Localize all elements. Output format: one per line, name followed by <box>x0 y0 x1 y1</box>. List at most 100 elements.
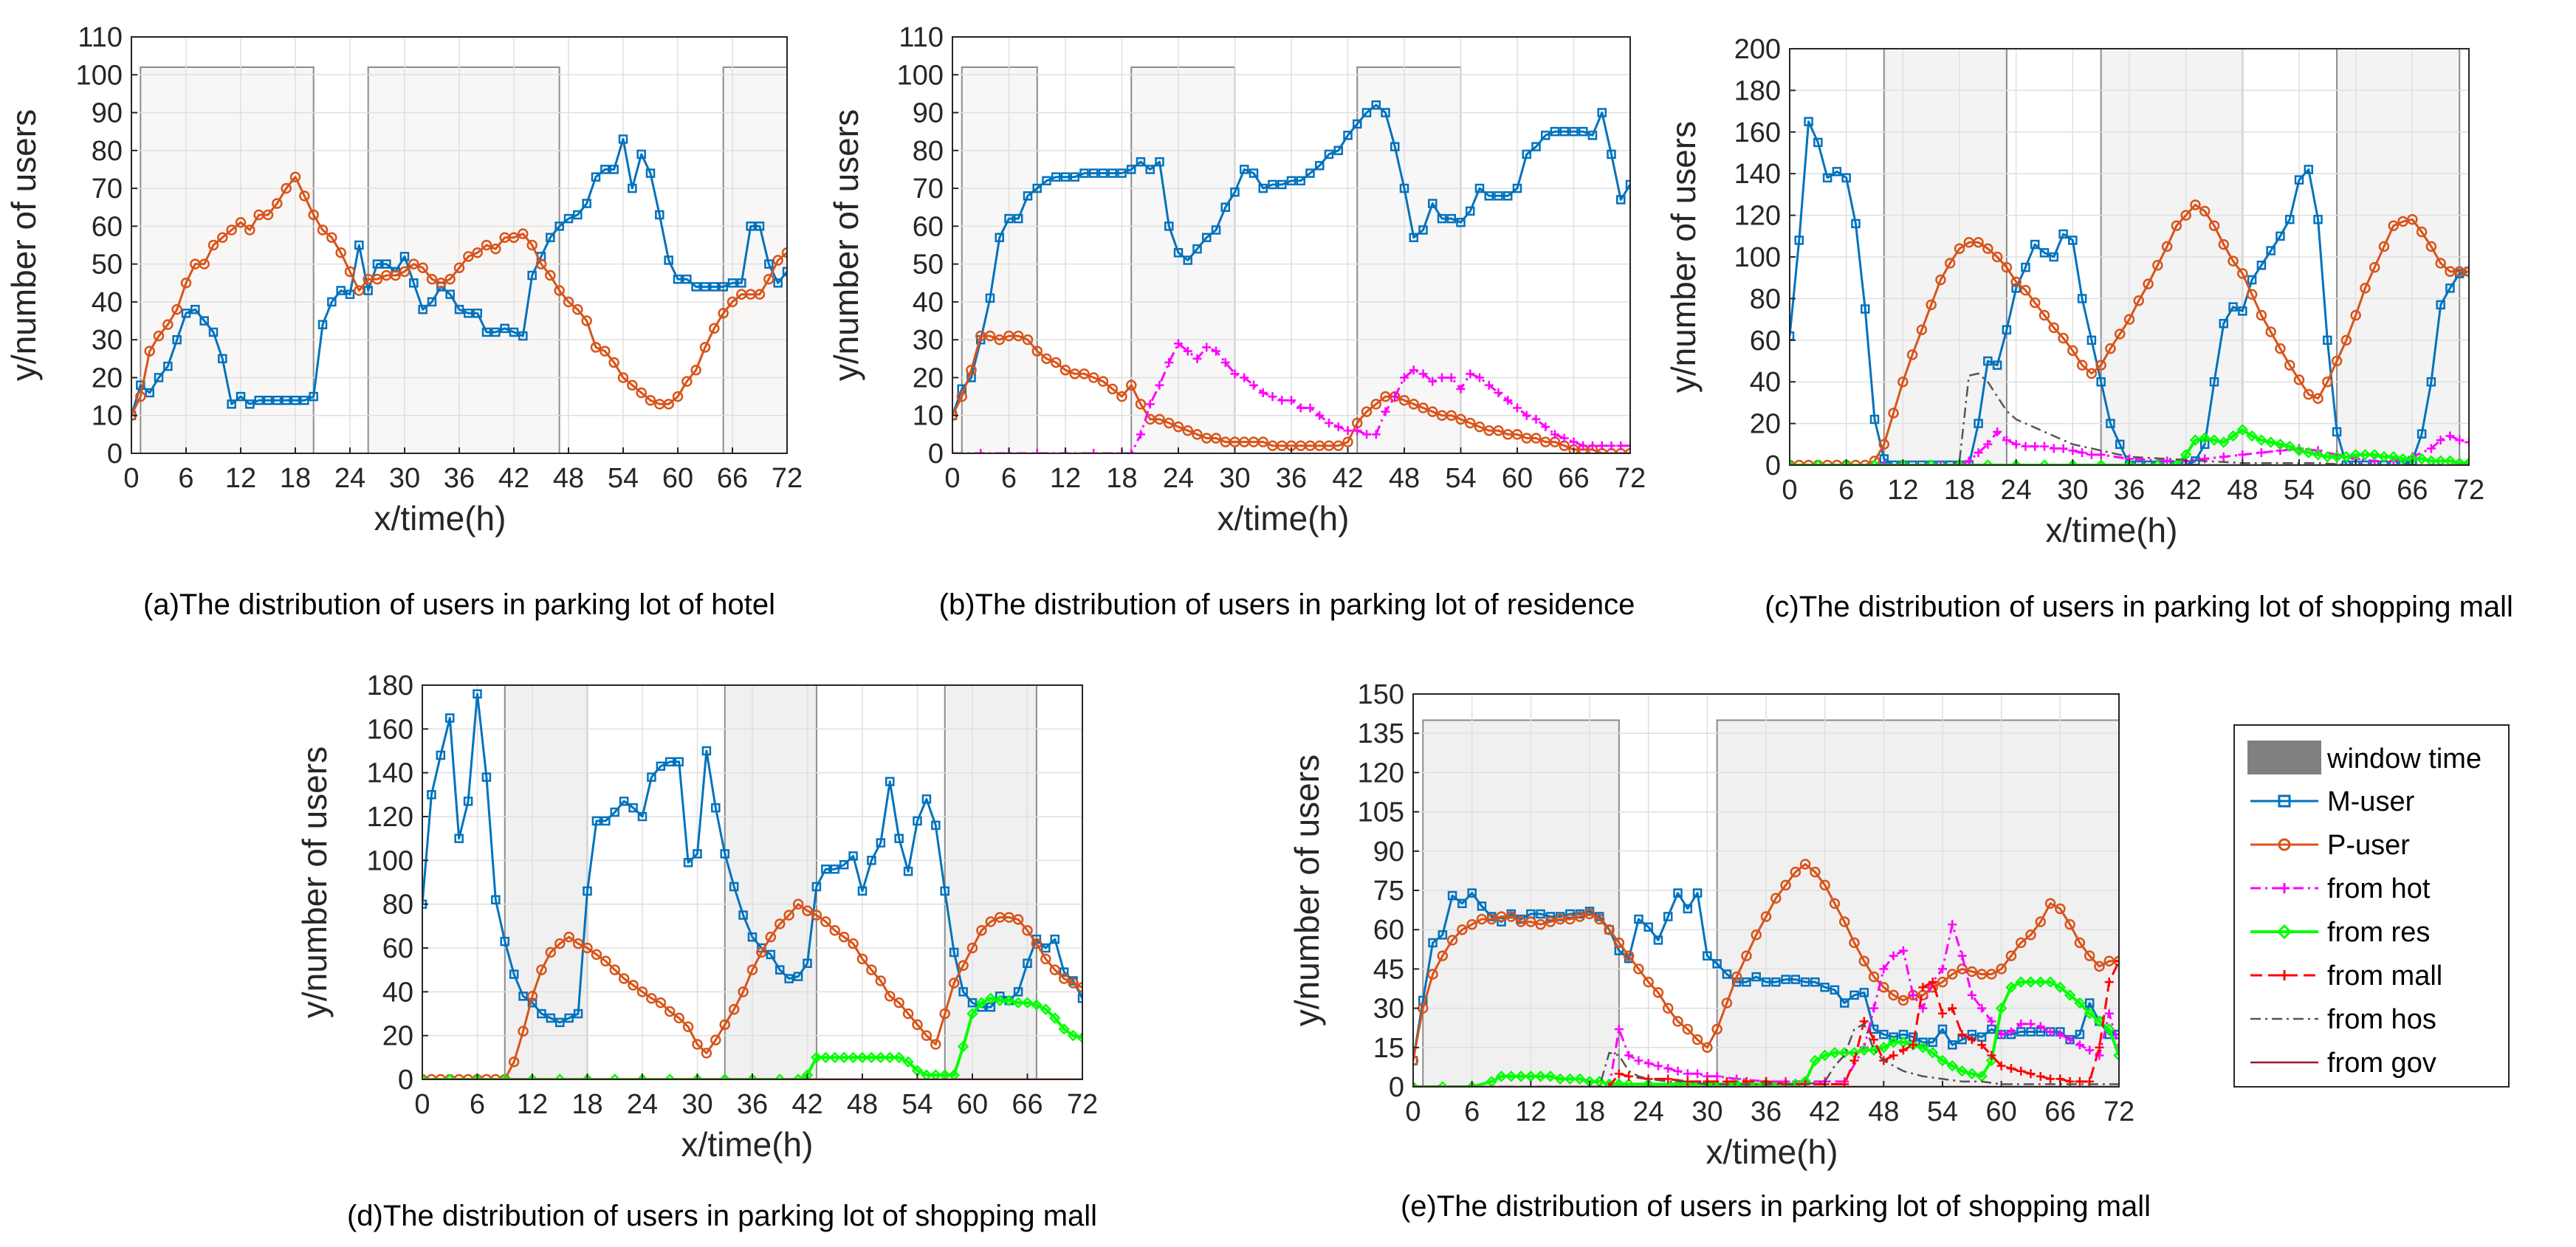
point-p-user-a-72 <box>781 247 787 258</box>
point-p-user-d-50 <box>875 975 887 986</box>
x-tick-label-b: 72 <box>1615 463 1646 494</box>
x-tick-label-d: 48 <box>847 1089 878 1120</box>
point-hot-b-32 <box>1362 430 1371 439</box>
point-p-user-c-7 <box>1850 459 1861 465</box>
point-p-user-b-18 <box>1116 391 1127 402</box>
point-hot-e-32 <box>1987 1017 1996 1026</box>
point-hot-c-16 <box>2078 448 2087 458</box>
point-hot-b-18 <box>1230 369 1240 379</box>
point-p-user-c-20 <box>1973 237 1984 248</box>
point-m-user-e-40 <box>1800 977 1810 987</box>
point-m-user-c-47 <box>2228 302 2238 312</box>
point-p-user-d-14 <box>545 947 557 958</box>
point-res-e-31 <box>1868 1044 1880 1057</box>
point-m-user-e-5 <box>1457 899 1467 908</box>
y-tick-label-a: 30 <box>92 325 123 356</box>
point-m-user-b-15 <box>1089 168 1099 178</box>
legend-entry-p-user: P-user <box>2250 830 2410 861</box>
x-tick-label-c: 66 <box>2397 475 2428 506</box>
point-p-user-d-31 <box>701 1048 712 1059</box>
point-hot-b-59 <box>1616 441 1626 450</box>
point-p-user-c-41 <box>2171 220 2182 231</box>
point-hot-b-44 <box>1475 373 1484 382</box>
point-res-e-47 <box>2024 976 2037 988</box>
point-p-user-c-16 <box>1935 274 1946 286</box>
point-m-user-a-43 <box>518 331 528 341</box>
point-hot-b-31 <box>1353 426 1362 436</box>
point-m-user-a-57 <box>645 168 656 178</box>
point-p-user-a-38 <box>472 247 483 258</box>
point-res-d-16 <box>811 1051 822 1064</box>
point-m-user-d-42 <box>803 958 812 969</box>
point-m-user-e-4 <box>1447 890 1457 901</box>
point-res-e-32 <box>1878 1042 1890 1054</box>
point-hot-b-54 <box>1569 437 1579 447</box>
point-p-user-e-32 <box>1721 997 1733 1009</box>
point-m-user-e-25 <box>1653 935 1663 945</box>
point-p-user-e-44 <box>1838 916 1850 927</box>
point-mall-e-5 <box>1663 1074 1673 1084</box>
point-hot-b-26 <box>1305 403 1315 413</box>
point-res-d-39 <box>1021 997 1034 1009</box>
point-p-user-a-29 <box>390 269 401 281</box>
point-hot-b-29 <box>1333 422 1343 432</box>
point-m-user-a-15 <box>263 395 273 405</box>
point-res-c-42 <box>2434 455 2447 465</box>
point-m-user-c-33 <box>2096 377 2106 387</box>
point-m-user-b-6 <box>1004 213 1014 224</box>
point-m-user-b-66 <box>1569 126 1579 137</box>
point-res-e-41 <box>1966 1068 1978 1080</box>
point-p-user-c-43 <box>2190 199 2201 210</box>
point-res-d-42 <box>1048 1012 1061 1024</box>
point-hot-e-37 <box>2036 1022 2045 1031</box>
point-p-user-c-69 <box>2435 258 2446 269</box>
point-m-user-e-54 <box>1937 1024 1948 1034</box>
point-hot-b-28 <box>1325 418 1333 427</box>
point-mall-e-3 <box>1624 1071 1634 1081</box>
point-res-c-7 <box>1982 459 1994 465</box>
caption-a: (a)The distribution of users in parking … <box>143 588 775 621</box>
point-p-user-e-6 <box>1466 918 1477 930</box>
point-p-user-e-13 <box>1535 918 1546 930</box>
point-p-user-e-47 <box>1868 971 1880 983</box>
point-m-user-a-23 <box>336 286 346 295</box>
point-m-user-d-17 <box>573 1009 583 1019</box>
point-m-user-e-36 <box>1761 977 1771 987</box>
point-m-user-a-60 <box>673 274 683 284</box>
point-m-user-d-11 <box>518 992 528 1001</box>
point-res-e-17 <box>1623 1078 1635 1087</box>
point-hot-c-15 <box>2068 446 2078 456</box>
point-p-user-c-48 <box>2237 268 2248 279</box>
point-p-user-c-35 <box>2114 329 2126 340</box>
point-hot-b-25 <box>1296 403 1305 413</box>
point-m-user-c-11 <box>1889 460 1898 465</box>
legend-marker-m-user <box>2278 794 2291 808</box>
point-hot-c-7 <box>1993 427 2002 436</box>
point-p-user-c-13 <box>1906 349 1918 360</box>
point-p-user-d-69 <box>1049 964 1060 975</box>
caption-e: (e)The distribution of users in parking … <box>1401 1190 2151 1223</box>
point-p-user-a-2 <box>144 346 155 357</box>
point-m-user-b-23 <box>1164 221 1174 231</box>
point-p-user-a-54 <box>617 372 629 383</box>
point-res-e-36 <box>1917 1042 1929 1054</box>
point-res-e-51 <box>2064 989 2076 1001</box>
x-tick-label-d: 54 <box>901 1089 932 1120</box>
point-p-user-b-60 <box>1511 429 1523 440</box>
x-tick-label-e: 18 <box>1574 1096 1605 1127</box>
point-mall-e-2 <box>1614 1069 1624 1079</box>
point-hot-e-40 <box>2065 1035 2075 1045</box>
y-tick-label-b: 70 <box>913 174 944 205</box>
x-tick-label-b: 48 <box>1389 463 1420 494</box>
point-mall-e-34 <box>2036 1071 2045 1081</box>
point-p-user-c-33 <box>2095 360 2106 371</box>
x-tick-label-d: 6 <box>470 1089 485 1120</box>
window-time-box-b-3 <box>1356 66 1462 454</box>
point-hot-b-35 <box>1390 392 1400 402</box>
point-res-e-19 <box>1672 1078 1684 1087</box>
point-hot-b-15 <box>1202 343 1212 352</box>
y-tick-label-e: 120 <box>1358 758 1404 789</box>
point-p-user-d-66 <box>1022 925 1033 936</box>
point-m-user-b-48 <box>1399 183 1409 193</box>
point-p-user-d-51 <box>885 991 896 1002</box>
